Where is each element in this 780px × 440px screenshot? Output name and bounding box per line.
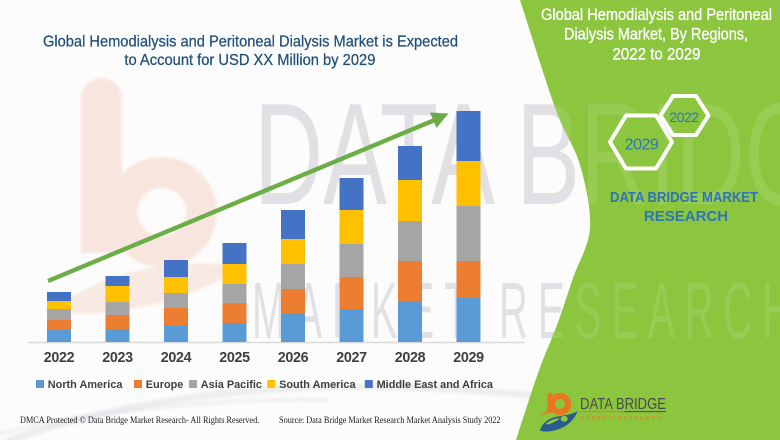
svg-text:DATA BRIDGE: DATA BRIDGE [580,396,666,413]
svg-text:2022 to 2029: 2022 to 2029 [613,45,701,63]
svg-text:Dialysis Market, By Regions,: Dialysis Market, By Regions, [564,26,748,44]
svg-text:DMCA Protected © Data Bridge M: DMCA Protected © Data Bridge Market Rese… [20,414,259,425]
svg-text:2023: 2023 [102,350,133,366]
svg-text:Europe: Europe [146,379,184,391]
svg-text:2024: 2024 [161,350,192,366]
svg-text:2022: 2022 [44,350,75,366]
svg-text:to Account for USD XX Million: to Account for USD XX Million by 2029 [124,52,375,69]
svg-text:MARKET RESEARCH: MARKET RESEARCH [580,416,663,422]
svg-text:North America: North America [48,379,124,391]
svg-text:Middle East and Africa: Middle East and Africa [377,379,494,391]
svg-text:Source: Data Bridge Market Res: Source: Data Bridge Market Research Mark… [279,414,501,425]
svg-text:2027: 2027 [336,350,367,366]
svg-text:2025: 2025 [219,350,250,366]
svg-text:2028: 2028 [395,350,426,366]
svg-text:2029: 2029 [625,137,659,154]
svg-text:Asia Pacific: Asia Pacific [201,379,262,391]
svg-text:Global Hemodialysis and Perito: Global Hemodialysis and Peritoneal Dialy… [43,34,458,51]
svg-text:RESEARCH: RESEARCH [644,208,728,225]
svg-text:2029: 2029 [453,350,484,366]
svg-text:South America: South America [279,379,356,391]
svg-text:2026: 2026 [278,350,309,366]
svg-text:Global Hemodialysis and Perito: Global Hemodialysis and Peritoneal [541,6,772,24]
svg-text:2022: 2022 [669,109,699,125]
svg-text:DATA BRIDGE MARKET: DATA BRIDGE MARKET [610,189,758,206]
